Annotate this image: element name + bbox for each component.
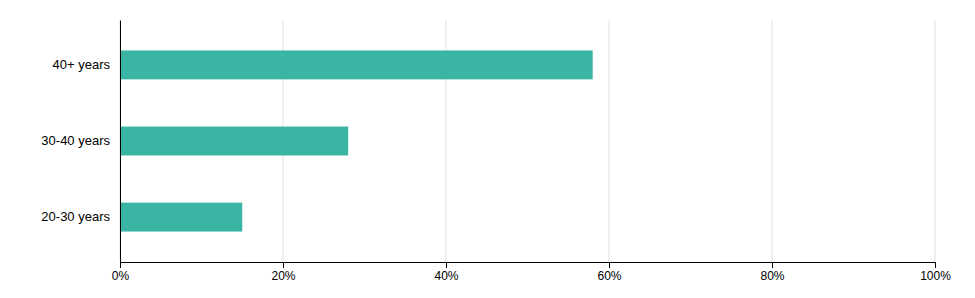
grid-line [935, 20, 936, 262]
x-tick-mark [283, 262, 284, 268]
x-tick-label: 100% [920, 269, 951, 283]
grid-line [609, 20, 610, 262]
y-tick-label: 40+ years [53, 57, 111, 72]
bars [120, 50, 593, 231]
x-tick-label: 60% [597, 269, 621, 283]
bar [120, 127, 348, 156]
y-tick: 20-30 years [41, 209, 120, 224]
x-tick-mark [120, 262, 121, 268]
grid-line [120, 20, 121, 262]
grid [120, 20, 935, 262]
y-tick: 30-40 years [41, 133, 120, 148]
x-tick-label: 40% [434, 269, 458, 283]
y-tick-label: 30-40 years [41, 133, 110, 148]
x-tick: 60% [597, 262, 621, 283]
x-tick: 80% [760, 262, 784, 283]
x-tick: 20% [271, 262, 295, 283]
x-tick-label: 20% [271, 269, 295, 283]
y-tick-label: 20-30 years [41, 209, 110, 224]
grid-line [772, 20, 773, 262]
x-tick: 0% [112, 262, 130, 283]
x-tick-label: 80% [760, 269, 784, 283]
x-tick: 100% [920, 262, 951, 283]
plot: 0% 20% 40% 60% 80% 100% 20-30 years 30-40 years… [41, 20, 951, 283]
x-tick-mark [446, 262, 447, 268]
x-tick-mark [772, 262, 773, 268]
x-axis: 0% 20% 40% 60% 80% 100% [112, 262, 951, 283]
x-tick-mark [609, 262, 610, 268]
bar [120, 50, 593, 79]
y-tick: 40+ years [53, 57, 120, 72]
x-tick-label: 0% [112, 269, 130, 283]
chart: 0% 20% 40% 60% 80% 100% 20-30 years 30-40 years… [0, 0, 975, 298]
y-axis-line [120, 21, 121, 263]
y-axis: 20-30 years 30-40 years 40+ years [41, 21, 120, 263]
x-tick-mark [935, 262, 936, 268]
bar [120, 203, 242, 232]
x-tick: 40% [434, 262, 458, 283]
x-axis-line [121, 263, 936, 269]
